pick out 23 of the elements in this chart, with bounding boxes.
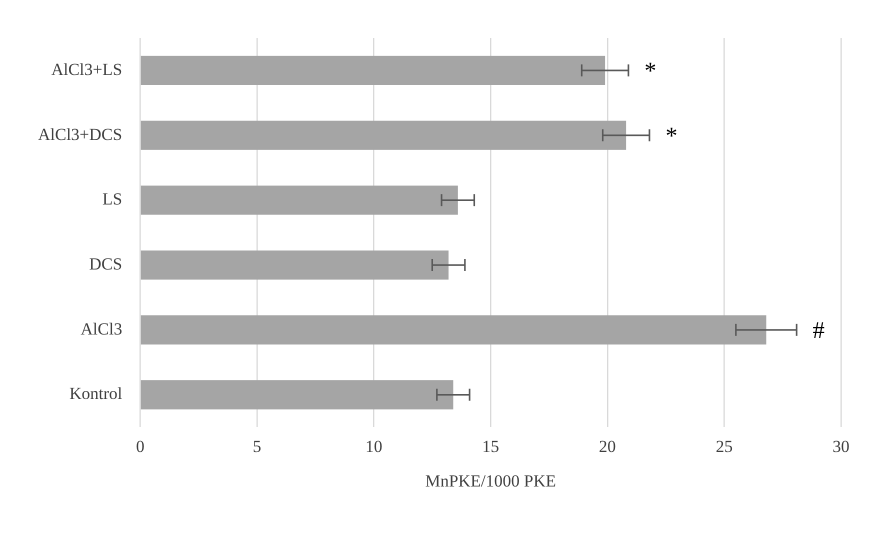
x-tick-label: 10 [365,436,382,456]
y-tick-label: Kontrol [69,384,122,404]
x-tick-label: 15 [482,436,500,456]
x-axis-title: MnPKE/1000 PKE [425,471,556,490]
bar [140,250,449,280]
x-tick-label: 0 [136,436,144,456]
y-tick-label: AlCl3 [80,319,122,338]
y-tick-label: AlCl3+LS [51,60,122,79]
x-tick-label: 25 [716,436,733,456]
y-tick-label: LS [102,190,122,209]
bar [140,186,458,215]
bar [140,315,766,344]
bar [140,380,454,410]
x-tick-label: 20 [598,436,616,456]
data-label: * [644,58,656,85]
x-tick-label: 30 [832,436,850,456]
bar [140,120,626,150]
data-label: * [665,124,678,150]
data-label: # [812,318,825,344]
x-tick-label: 5 [252,436,262,456]
y-tick-label: DCS [89,254,122,274]
y-tick-label: AlCl3+DCS [38,124,122,144]
bar [140,56,606,86]
